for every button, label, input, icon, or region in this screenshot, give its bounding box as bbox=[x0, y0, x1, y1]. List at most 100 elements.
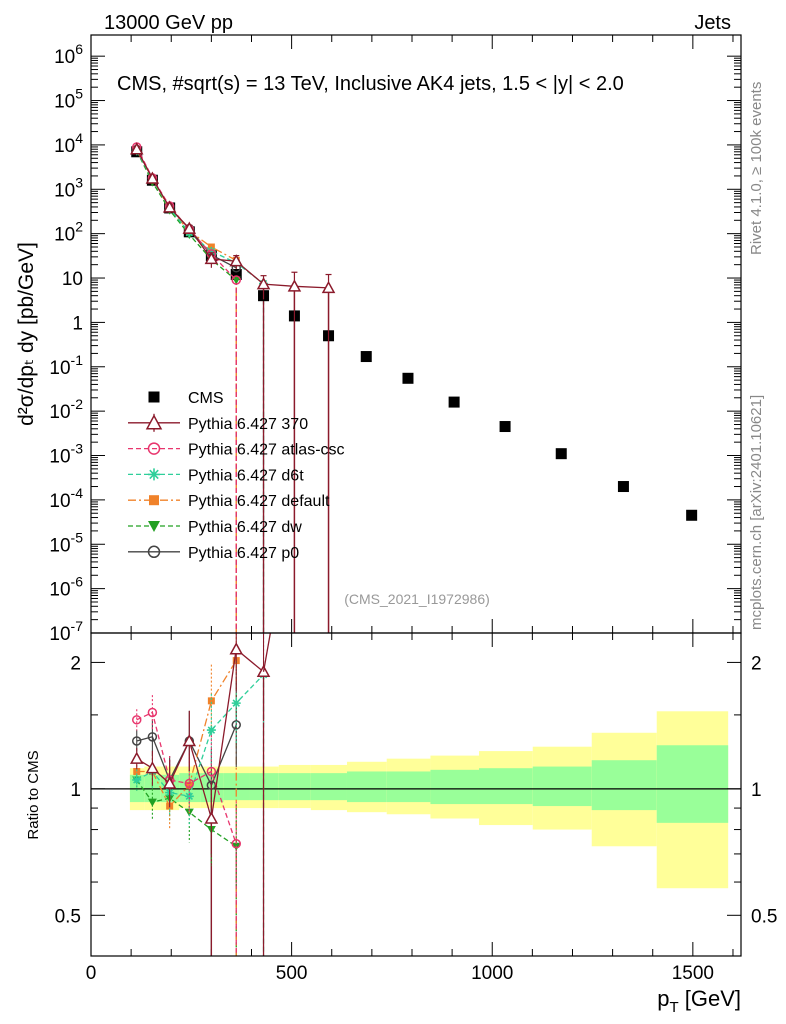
main-y-axis-label-text: d²σ/dpₜ dy [pb/GeV] bbox=[15, 242, 38, 426]
ratio-line-p370-exit bbox=[262, 632, 271, 672]
marker-cms bbox=[360, 351, 372, 363]
ratio-marker-default bbox=[133, 767, 141, 775]
ratio-line-atlas bbox=[136, 711, 237, 845]
ratio-marker-p370 bbox=[204, 811, 219, 824]
legend-label-default: Pythia 6.427 default bbox=[188, 493, 330, 510]
y-tick-label: 10-7 bbox=[49, 618, 83, 645]
ratio-marker-p0 bbox=[231, 720, 241, 730]
ratio-y-tick-label-right: 0.5 bbox=[751, 906, 777, 927]
legend-label-d6t: Pythia 6.427 d6t bbox=[188, 467, 304, 484]
analysis-id-label: (CMS_2021_I1972986) bbox=[344, 591, 490, 607]
main-y-tick-labels: 10-7 10-6 10-5 10-4 10-3 10-2 10-1 1 10 102 103 104… bbox=[49, 41, 83, 645]
marker-cms bbox=[402, 372, 414, 384]
marker-cms bbox=[686, 509, 698, 521]
y-tick-label: 10-5 bbox=[49, 529, 83, 556]
ratio-y-axis-label-text: Ratio to CMS bbox=[25, 750, 42, 839]
marker-cms bbox=[448, 396, 460, 408]
ratio-marker-default bbox=[185, 781, 193, 789]
marker-p370 bbox=[182, 221, 197, 234]
legend-label-p0: Pythia 6.427 p0 bbox=[188, 545, 299, 562]
rivet-version-label: Rivet 4.1.0, ≥ 100k events bbox=[748, 82, 765, 255]
y-tick-label: 1 bbox=[72, 313, 83, 334]
ratio-panel-series bbox=[129, 632, 271, 956]
inner-band-bin bbox=[478, 768, 533, 805]
marker-atlas bbox=[231, 275, 241, 285]
marker-cms bbox=[499, 421, 511, 433]
ratio-marker-atlas bbox=[131, 715, 142, 725]
ratio-panel-ticks bbox=[90, 633, 741, 956]
ratio-y-tick-label-right: 2 bbox=[751, 653, 762, 674]
inner-band-bin bbox=[346, 771, 387, 803]
inner-band-bin bbox=[310, 773, 347, 801]
legend-marker-dw bbox=[148, 521, 160, 532]
marker-d6t bbox=[206, 246, 216, 256]
ratio-panel-frame bbox=[90, 632, 742, 957]
ratio-marker-atlas bbox=[184, 778, 195, 789]
ratio-line-default bbox=[136, 660, 237, 808]
marker-p370 bbox=[204, 251, 219, 265]
marker-p370 bbox=[129, 142, 144, 155]
legend-marker-p370 bbox=[145, 414, 163, 430]
ratio-marker-atlas bbox=[147, 707, 158, 718]
ratio-panel: 0.5 0.5 1 1 2 2 0 500 1000 1500 bbox=[55, 632, 778, 984]
y-tick-label: 105 bbox=[54, 86, 83, 113]
legend-label-p370: Pythia 6.427 370 bbox=[188, 416, 308, 433]
ratio-marker-p370 bbox=[229, 642, 244, 655]
y-tick-label: 10-6 bbox=[49, 574, 83, 601]
x-tick-label: 500 bbox=[276, 963, 308, 984]
ratio-y-tick-label: 0.5 bbox=[55, 906, 81, 927]
inner-band-bin bbox=[532, 766, 592, 807]
legend-label-dw: Pythia 6.427 dw bbox=[188, 519, 302, 536]
x-tick-labels: 0 500 1000 1500 bbox=[86, 963, 714, 984]
mcplots-label: mcplots.cern.ch [arXiv:2401.10621] bbox=[748, 395, 765, 630]
inner-band-bin bbox=[278, 773, 311, 801]
ratio-y-tick-label-right: 1 bbox=[751, 780, 762, 801]
legend-marker-default bbox=[149, 495, 159, 506]
inner-band-bin bbox=[591, 760, 657, 811]
main-panel-series bbox=[129, 142, 698, 633]
ratio-y-tick-labels: 0.5 0.5 1 1 2 2 bbox=[55, 653, 778, 927]
main-panel-ticks bbox=[90, 35, 741, 634]
inner-band-bin bbox=[656, 745, 729, 823]
inner-band-bin bbox=[430, 769, 479, 805]
y-tick-label: 10-1 bbox=[49, 352, 83, 379]
marker-cms bbox=[230, 269, 242, 281]
marker-p370 bbox=[162, 200, 177, 213]
marker-p370 bbox=[321, 280, 336, 294]
inner-band-bin bbox=[386, 771, 431, 803]
y-tick-label: 106 bbox=[54, 41, 83, 68]
x-tick-label: 0 bbox=[86, 963, 97, 984]
ratio-marker-p370 bbox=[145, 761, 160, 774]
ratio-marker-p370 bbox=[182, 733, 197, 747]
legend-label-atlas: Pythia 6.427 atlas-csc bbox=[188, 442, 345, 459]
header-left: 13000 GeV pp bbox=[104, 12, 233, 34]
ratio-marker-p370 bbox=[162, 776, 177, 789]
main-y-axis-label: d²σ/dpₜ dy [pb/GeV] bbox=[15, 242, 38, 426]
plot-title: CMS, #sqrt(s) = 13 TeV, Inclusive AK4 je… bbox=[117, 73, 624, 95]
ratio-y-tick-label: 2 bbox=[70, 653, 81, 674]
marker-p370 bbox=[256, 277, 271, 290]
marker-p370 bbox=[287, 279, 302, 292]
y-tick-label: 102 bbox=[54, 219, 83, 246]
ratio-marker-d6t bbox=[206, 725, 216, 735]
legend-marker-d6t bbox=[148, 468, 160, 481]
y-tick-label: 104 bbox=[54, 130, 83, 157]
y-tick-label: 10-2 bbox=[49, 396, 83, 423]
ratio-marker-p370 bbox=[129, 751, 144, 764]
marker-p370 bbox=[145, 171, 160, 184]
ratio-line-p0 bbox=[136, 724, 237, 787]
ratio-marker-dw bbox=[147, 798, 157, 807]
x-tick-label: 1000 bbox=[471, 963, 513, 984]
y-tick-label: 10 bbox=[62, 269, 83, 290]
x-tick-label: 1500 bbox=[672, 963, 714, 984]
marker-cms bbox=[617, 481, 629, 493]
y-tick-label: 10-4 bbox=[49, 485, 83, 512]
header-right: Jets bbox=[694, 12, 731, 34]
ratio-y-tick-label: 1 bbox=[70, 780, 81, 801]
ratio-marker-p0 bbox=[147, 732, 158, 742]
ratio-marker-atlas bbox=[231, 839, 241, 849]
ratio-marker-atlas bbox=[206, 766, 217, 777]
ratio-marker-default bbox=[207, 697, 215, 705]
y-tick-label: 103 bbox=[54, 174, 83, 201]
legend-label-cms: CMS bbox=[188, 390, 224, 407]
